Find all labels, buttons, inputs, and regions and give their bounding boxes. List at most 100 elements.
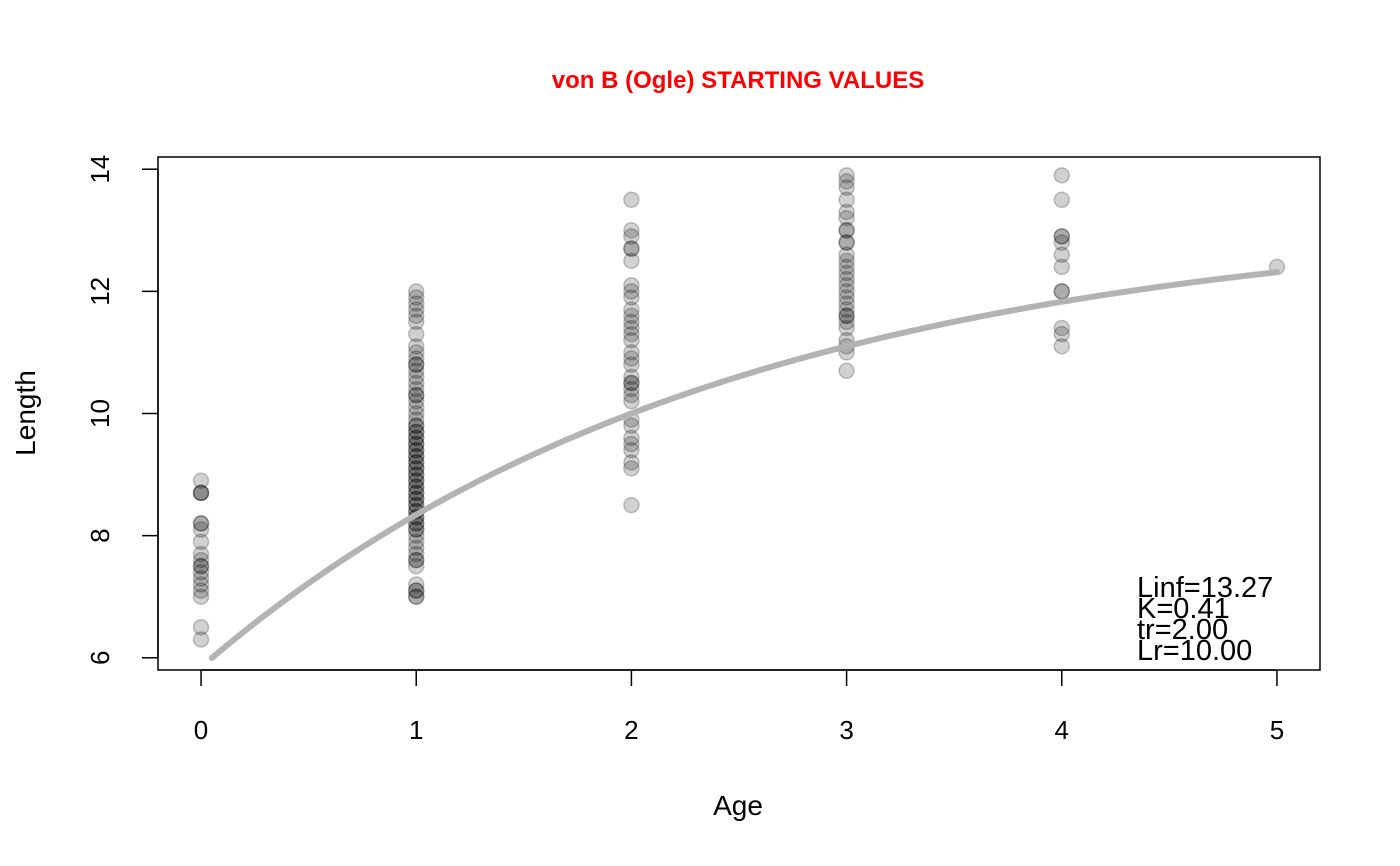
data-point [407,313,425,331]
data-point [192,515,210,532]
data-point [623,240,640,257]
data-point [407,417,425,434]
data-point [838,301,855,318]
parameter-annotation: Lr=10.00 [1137,635,1252,667]
data-point [407,350,425,367]
data-point [623,319,640,337]
x-axis: 0 1 2 3 4 5 [194,669,1284,745]
data-point [623,277,640,294]
data-point [623,429,640,447]
data-point [838,319,855,337]
data-point [407,582,425,599]
data-point [407,582,425,599]
data-point [407,460,425,477]
data-point [407,533,425,550]
data-point [407,338,425,355]
data-point [838,295,855,312]
data-point [1053,228,1071,245]
data-point [838,167,855,184]
data-point [407,368,425,386]
data-point [192,557,210,575]
data-point [838,203,855,221]
data-point [192,484,210,502]
chart-title: von B (Ogle) STARTING VALUES [552,67,924,94]
data-point [407,380,425,398]
data-point [623,460,640,477]
data-point [623,417,640,434]
data-point [407,454,425,471]
data-point [407,344,425,361]
data-point [407,539,425,557]
data-point [838,179,855,196]
data-point [838,258,855,276]
data-point [407,417,425,434]
data-point [192,570,210,587]
data-point [1053,325,1071,343]
data-point [407,435,425,453]
data-point [192,551,210,569]
data-point [838,289,855,306]
data-point [407,551,425,569]
data-point [1053,228,1071,245]
data-point [623,374,640,392]
data-point [623,393,640,410]
data-point [623,344,640,361]
data-point [407,289,425,306]
data-point [838,222,855,239]
data-point [623,386,640,404]
data-point [407,386,425,404]
data-point [407,490,425,508]
data-point [407,588,425,605]
data-point [407,484,425,502]
data-point [838,277,855,294]
y-tick-label: 14 [85,155,115,184]
data-points [192,167,1286,648]
data-point [407,405,425,422]
data-point [623,307,640,325]
data-point [407,356,425,373]
data-point [407,545,425,563]
data-point [623,313,640,331]
data-point [192,521,210,538]
data-point [838,307,855,325]
data-point [838,222,855,239]
y-tick-label: 6 [85,651,115,665]
data-point [407,301,425,318]
data-point [623,240,640,257]
data-point [407,399,425,416]
data-point [407,307,425,325]
data-point [407,441,425,459]
data-point [407,490,425,508]
data-point [838,270,855,288]
data-point [407,484,425,502]
data-point [407,393,425,410]
data-point [407,423,425,441]
data-point [407,588,425,605]
data-point [407,283,425,300]
data-point [407,521,425,538]
data-point [407,478,425,496]
von-bertalanffy-curve [208,269,1280,662]
x-tick-label: 1 [409,715,423,745]
x-tick-label: 4 [1055,715,1069,745]
data-point [192,588,210,605]
data-point [623,435,640,453]
data-point [407,557,425,575]
data-point [192,576,210,593]
parameter-annotation: tr=2.00 [1137,614,1228,646]
x-tick-label: 3 [839,715,853,745]
data-point [623,301,640,318]
data-point [838,362,855,379]
x-tick-label: 5 [1270,715,1284,745]
x-tick-label: 0 [194,715,208,745]
data-point [407,472,425,489]
data-point [623,380,640,398]
data-point [407,423,425,441]
data-point [407,454,425,471]
data-point [407,466,425,483]
data-point [407,429,425,447]
data-point [192,557,210,575]
data-point [623,289,640,306]
